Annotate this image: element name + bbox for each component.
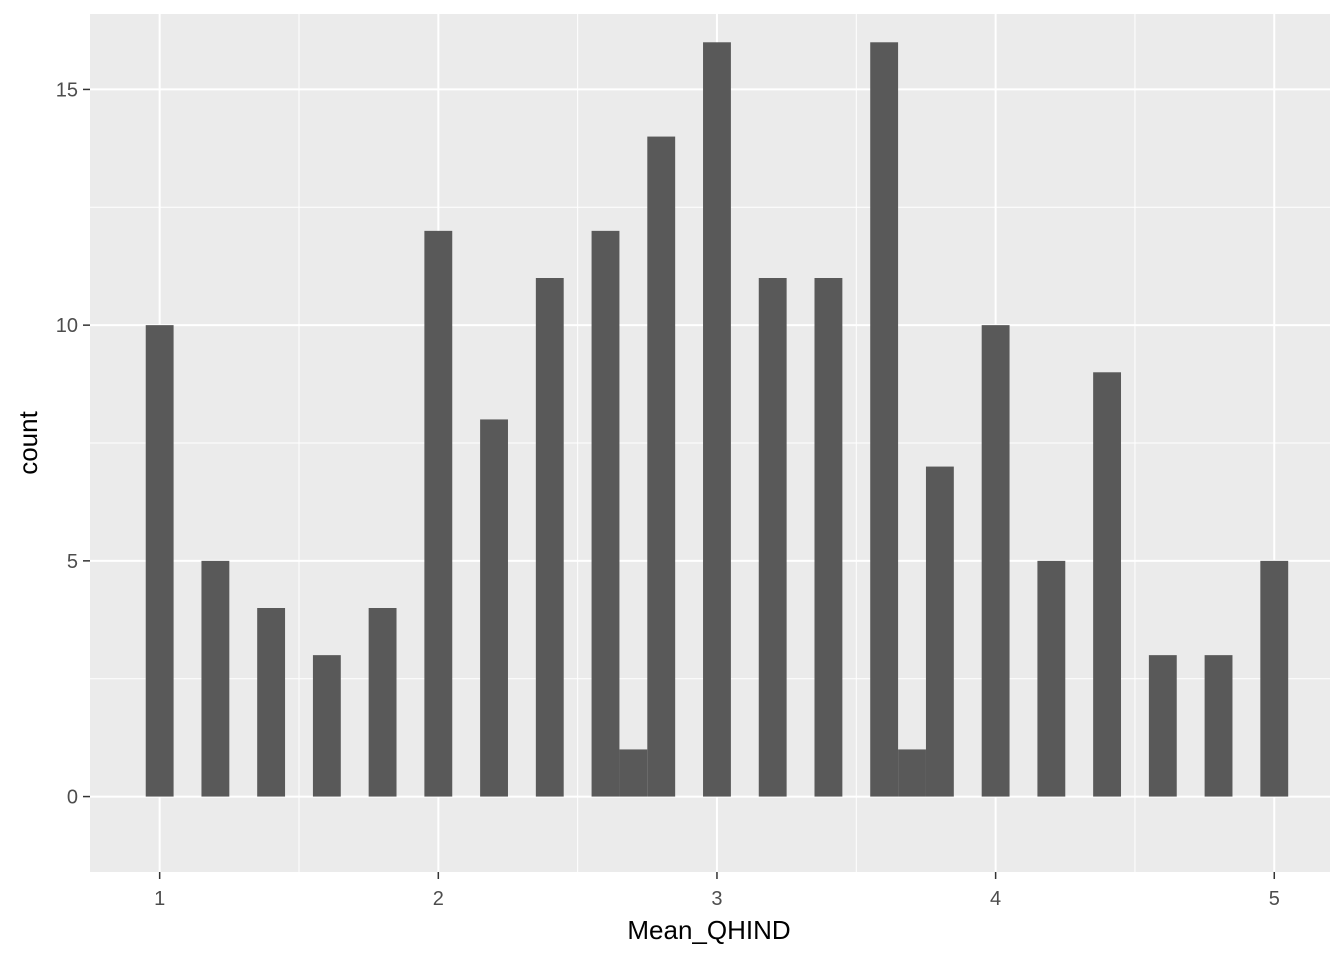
y-tick-label: 0: [67, 787, 78, 809]
histogram-bar: [480, 419, 508, 797]
histogram-bar: [1204, 655, 1233, 797]
histogram-bar: [981, 325, 1010, 797]
histogram-bar: [1260, 560, 1289, 797]
histogram-bar: [201, 560, 230, 797]
y-tick-label: 10: [56, 315, 78, 337]
x-tick-label: 1: [154, 888, 165, 910]
y-tick-label: 15: [56, 79, 78, 101]
histogram-bar: [703, 42, 731, 797]
histogram-bar: [619, 749, 648, 797]
y-axis-title: count: [13, 410, 43, 474]
x-tick-label: 2: [433, 888, 444, 910]
x-axis-title: Mean_QHIND: [627, 915, 790, 945]
histogram-bar: [145, 325, 174, 797]
histogram-bar: [591, 230, 620, 797]
histogram-bar: [535, 278, 564, 797]
histogram-bar: [1093, 372, 1122, 797]
y-tick-label: 5: [67, 551, 78, 573]
x-tick-label: 3: [711, 888, 722, 910]
bars: [145, 42, 1289, 797]
histogram-bar: [758, 278, 787, 797]
histogram-bar: [368, 608, 397, 797]
histogram-bar: [1037, 560, 1066, 797]
histogram-bar: [814, 278, 843, 797]
x-axis: 1 2 3 4 5: [154, 872, 1280, 910]
histogram-bar: [647, 136, 676, 797]
histogram-bar: [925, 466, 954, 797]
histogram-bar: [257, 608, 286, 797]
histogram-bar: [1148, 655, 1177, 797]
histogram-bar: [898, 749, 926, 797]
y-axis: 0 5 10 15: [56, 79, 90, 809]
x-tick-label: 4: [990, 888, 1001, 910]
histogram-bar: [870, 42, 899, 797]
x-tick-label: 5: [1269, 888, 1280, 910]
histogram-bar: [312, 655, 341, 797]
histogram-bar: [424, 230, 453, 797]
